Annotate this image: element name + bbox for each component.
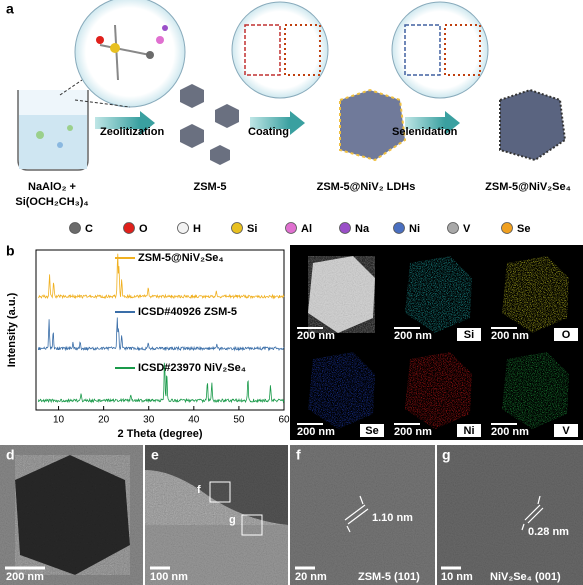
precursor: NaAlO₂ + [28,181,76,193]
atom-name: C [85,223,93,235]
xrd-trace [37,362,285,404]
legend-label: ICSD#40926 ZSM-5 [138,306,237,318]
element-box [360,424,384,437]
atom-swatch [123,222,135,234]
panel-d: d 200 nm [0,445,143,585]
panel-label: f [296,447,301,463]
xrd-trace [38,253,285,300]
xrd-trace [37,317,285,352]
plot-frame [35,249,285,411]
panel-label: d [6,447,15,463]
atom-name: V [463,223,471,235]
box-label: g [229,514,236,526]
panel-f: f 1.10 nm 20 nm ZSM-5 (101) [290,445,435,585]
atom-name: Al [301,223,312,235]
step-label: Selenidation [392,126,458,138]
atom-swatch [285,222,297,234]
zoom-bubble [74,0,186,108]
x-tick-label: 60 [278,415,290,426]
panel-c: 200 nm 200 nm Si 200 nm O 200 nm Se 200 nm Ni 200… [290,245,583,440]
element-box [554,328,578,341]
plane-label: ZSM-5 (101) [358,571,420,583]
eds-map [502,256,569,333]
element-label: Si [464,329,474,341]
panel-label: b [6,243,15,259]
atom-name: Ni [409,223,420,235]
atom-swatch [231,222,243,234]
panel-a: a Zeolitization NaAlO₂ + Si(OCH₂CH₃)₄ ZS… [6,0,571,208]
x-tick-label: 50 [233,415,245,426]
legend-label: ICSD#23970 NiV₂Se₄ [138,362,246,374]
atom-swatch [177,222,189,234]
atom-name: Se [517,223,530,235]
panel-label: a [6,1,14,17]
panel-label: g [442,447,451,463]
atom-swatch [393,222,405,234]
element-box [457,424,481,437]
x-tick-label: 20 [98,415,110,426]
scale-bar: 200 nm [6,571,44,583]
y-axis-label: Intensity (a.u.) [6,292,18,367]
element-label: Se [365,425,378,437]
scale-label: 200 nm [297,426,335,438]
eds-map [308,352,375,429]
panel-label: e [151,447,159,463]
scale-label: 200 nm [297,330,335,342]
eds-map [405,352,472,429]
atom-swatch [447,222,459,234]
scale-bar: 10 nm [441,571,473,583]
scale-bar: 20 nm [295,571,327,583]
atom-swatch [501,222,513,234]
panel-g: g 0.28 nm 10 nm NiV₂Se₄ (001) [437,445,583,585]
step-label: Coating [248,126,289,138]
atom-name: Na [355,223,370,235]
element-box [457,328,481,341]
atom-name: Si [247,223,257,235]
x-tick-label: 30 [143,415,155,426]
element-label: V [562,425,570,437]
x-axis-label: 2 Theta (degree) [118,428,203,440]
precursor: Si(OCH₂CH₃)₄ [15,196,88,208]
scale-label: 200 nm [491,330,529,342]
d-spacing: 1.10 nm [372,512,413,524]
atom-swatch [69,222,81,234]
scale-label: 200 nm [491,426,529,438]
scale-label: 200 nm [394,426,432,438]
product-label: ZSM-5@NiV₂Se₄ [485,181,571,193]
atom-name: O [139,223,148,235]
element-box [554,424,578,437]
product-label: ZSM-5@NiV₂ LDHs [317,181,416,193]
x-tick-label: 40 [188,415,200,426]
element-label: O [562,329,571,341]
panel-e: e f g 100 nm [145,445,288,585]
solution [19,115,87,169]
scale-label: 200 nm [394,330,432,342]
eds-map [502,352,569,429]
panel-b: b Intensity (a.u.) 2 Theta (degree) 10 20… [6,243,290,440]
eds-map [308,256,375,333]
box-label: f [197,484,201,496]
scale-bar: 100 nm [150,571,188,583]
eds-map [405,256,472,333]
x-tick-label: 10 [53,415,65,426]
element-label: Ni [464,425,475,437]
product-label: ZSM-5 [194,181,227,193]
atom-name: H [193,223,201,235]
legend-label: ZSM-5@NiV₂Se₄ [138,252,224,264]
plane-label: NiV₂Se₄ (001) [490,571,561,583]
atom-legend: C O H Si Al Na Ni V Se [69,222,530,235]
step-label: Zeolitization [100,126,164,138]
d-spacing: 0.28 nm [528,526,569,538]
atom-swatch [339,222,351,234]
